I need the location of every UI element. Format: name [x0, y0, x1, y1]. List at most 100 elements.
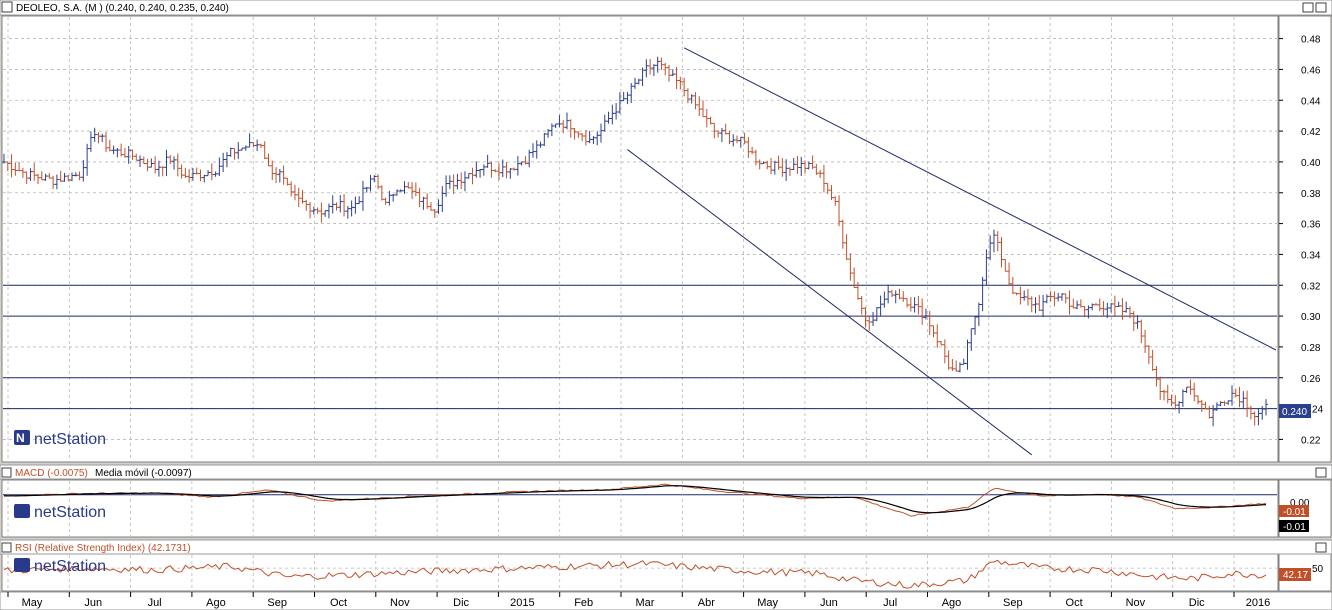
- ohlc-bar: [73, 172, 78, 177]
- ohlc-bar: [134, 153, 139, 161]
- ohlc-bar: [58, 170, 63, 182]
- ohlc-bar: [470, 167, 475, 185]
- ohlc-bar: [1101, 301, 1106, 317]
- ohlc-bar: [1188, 379, 1193, 395]
- ohlc-bar: [833, 196, 838, 206]
- ohlc-bar: [580, 132, 585, 142]
- ohlc-bar: [965, 339, 970, 370]
- rsi-close-icon[interactable]: [1315, 542, 1327, 553]
- ohlc-bar: [935, 324, 940, 348]
- ohlc-bar: [795, 156, 800, 174]
- rsi-title-bar: [0, 539, 1332, 555]
- price-ytick-label: 0.32: [1301, 281, 1321, 292]
- ohlc-bar: [62, 172, 67, 182]
- ohlc-bar: [175, 153, 180, 177]
- ohlc-bar: [1233, 388, 1238, 398]
- ohlc-bar: [387, 190, 392, 206]
- ohlc-bar: [330, 195, 335, 214]
- macd-value-badge: -0.01: [1279, 505, 1309, 518]
- macd-title: MACD (-0.0075): [15, 468, 88, 479]
- x-tick-label: Nov: [390, 597, 410, 609]
- ohlc-bar: [187, 169, 192, 183]
- ohlc-bar: [451, 174, 456, 195]
- ohlc-bar: [383, 197, 388, 205]
- price-ytick-label: 0.48: [1301, 35, 1321, 46]
- ohlc-bar: [160, 166, 165, 177]
- logo-text: netStation: [34, 431, 106, 448]
- ohlc-bar: [376, 174, 381, 190]
- ohlc-bar: [701, 100, 706, 118]
- ohlc-bar: [1029, 296, 1034, 313]
- ohlc-bar: [878, 295, 883, 316]
- ohlc-bar: [814, 163, 819, 175]
- ohlc-bar: [2, 153, 6, 164]
- ohlc-bar: [882, 291, 887, 308]
- ohlc-bar: [772, 160, 777, 175]
- ohlc-bar: [855, 281, 860, 300]
- ohlc-bar: [349, 200, 354, 217]
- ohlc-bar: [342, 194, 347, 217]
- maximize-icon[interactable]: [1315, 2, 1327, 13]
- ohlc-bar: [489, 161, 494, 178]
- ohlc-bar: [1052, 291, 1057, 307]
- ohlc-bar: [572, 128, 577, 140]
- ohlc-bar: [51, 175, 56, 189]
- ohlc-bar: [629, 83, 634, 104]
- ohlc-bar: [1090, 303, 1095, 311]
- ohlc-bar: [394, 189, 399, 196]
- rsi-menu-icon[interactable]: [1, 542, 12, 553]
- ohlc-bar: [85, 143, 90, 176]
- ohlc-bar: [277, 168, 282, 183]
- ohlc-bar: [995, 231, 1000, 252]
- ohlc-bar: [1260, 406, 1265, 420]
- ohlc-bar: [988, 235, 993, 261]
- ohlc-bar: [746, 136, 751, 159]
- ohlc-bar: [927, 311, 932, 335]
- ohlc-bar: [799, 156, 804, 176]
- ohlc-bar: [980, 276, 985, 312]
- ohlc-bar: [867, 316, 872, 331]
- minimize-icon[interactable]: [1302, 2, 1314, 13]
- macd-close-icon[interactable]: [1315, 467, 1327, 478]
- ohlc-bar: [481, 164, 486, 176]
- ohlc-bar: [1067, 290, 1072, 315]
- ohlc-bar: [1014, 292, 1019, 296]
- ohlc-bar: [202, 174, 207, 183]
- ohlc-bar: [300, 189, 305, 204]
- ohlc-bar: [1211, 405, 1216, 427]
- ohlc-bar: [542, 132, 547, 147]
- ohlc-bar: [1078, 299, 1083, 308]
- rsi-grid: [3, 555, 1277, 590]
- ohlc-bar: [1158, 376, 1163, 400]
- macd-plot-area: [1, 479, 1279, 538]
- price-ytick-label: 0.22: [1301, 435, 1321, 446]
- price-ytick-label: 0.30: [1301, 312, 1321, 323]
- macd-logo-text: netStation: [34, 504, 106, 521]
- ohlc-bar: [304, 199, 309, 211]
- ohlc-bar: [1063, 293, 1068, 304]
- ohlc-bar: [651, 64, 656, 77]
- ohlc-bar: [776, 155, 781, 170]
- ohlc-bar: [274, 167, 279, 184]
- ohlc-bar: [20, 167, 25, 178]
- pane-menu-icon[interactable]: [1, 1, 13, 13]
- x-tick-label: Ago: [206, 597, 226, 609]
- ohlc-bar: [493, 169, 498, 173]
- ohlc-bar: [784, 159, 789, 181]
- ohlc-bar: [769, 157, 774, 175]
- ohlc-bar: [515, 156, 520, 176]
- ohlc-bar: [803, 160, 808, 174]
- ohlc-bar: [70, 172, 75, 182]
- macd-menu-icon[interactable]: [1, 467, 12, 478]
- ohlc-bar: [149, 158, 154, 168]
- ohlc-bar: [897, 288, 902, 300]
- ohlc-bar: [255, 139, 260, 152]
- ohlc-bar: [905, 298, 910, 308]
- price-ytick-label: 0.46: [1301, 65, 1321, 76]
- ohlc-bar: [685, 88, 690, 104]
- rsi-pane: RSI (Relative Strength Index) (42.1731) …: [0, 539, 1332, 592]
- x-tick-label: Oct: [330, 597, 347, 609]
- x-tick-label: Abr: [698, 597, 715, 609]
- ohlc-bar: [780, 158, 785, 177]
- ohlc-bar: [308, 201, 313, 219]
